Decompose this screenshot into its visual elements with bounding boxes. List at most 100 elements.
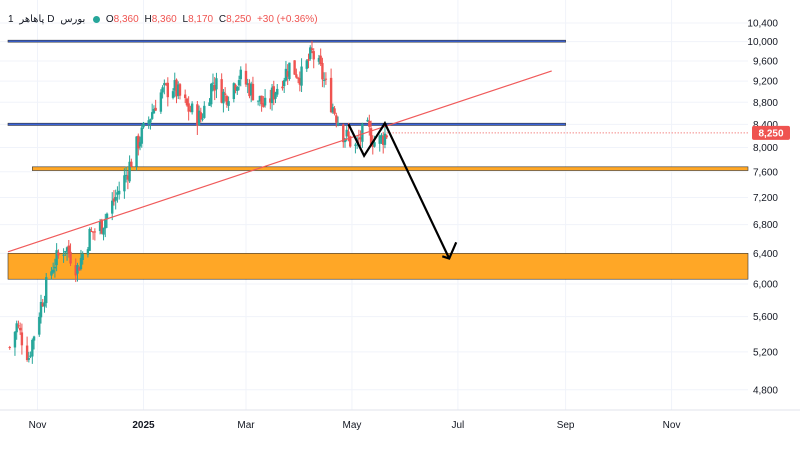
candle-body — [197, 110, 201, 126]
candle-body — [361, 123, 364, 142]
candle-body — [175, 79, 178, 97]
candle-body — [249, 83, 253, 96]
y-tick-label: 8,800 — [753, 98, 778, 109]
candle-body — [117, 190, 121, 195]
legend-exchange: بورس — [60, 14, 86, 25]
candle-body — [225, 96, 229, 105]
candle-body — [227, 101, 230, 106]
candle-body — [17, 325, 20, 327]
candle-body — [15, 323, 18, 333]
candle-body — [126, 175, 130, 180]
legend-timeframe: D — [47, 14, 55, 25]
candle-body — [373, 142, 376, 147]
close-label: C — [218, 14, 227, 25]
candle-body — [246, 83, 249, 85]
candle-body — [295, 74, 298, 78]
candle-body — [342, 124, 345, 143]
candle-body — [349, 136, 352, 147]
candle-body — [190, 103, 194, 113]
candle-body — [296, 77, 300, 79]
candle-body — [53, 266, 57, 269]
candle-body — [93, 231, 97, 233]
high-label: H — [144, 14, 152, 25]
candle-body — [57, 252, 60, 256]
y-tick-label: 10,400 — [747, 19, 778, 30]
candle-body — [305, 60, 308, 69]
change-value: +30 (+0.36%) — [256, 14, 318, 25]
candle-body — [382, 135, 385, 145]
candle-body — [335, 115, 338, 123]
candle-body — [276, 88, 279, 95]
candle-body — [90, 230, 93, 232]
candle-body — [312, 51, 315, 60]
candle-body — [324, 78, 328, 80]
candle-body — [232, 83, 236, 100]
legend-symbol[interactable]: پاهاهر — [19, 14, 45, 25]
candle-body — [385, 135, 388, 138]
market-status-dot-icon — [93, 15, 101, 23]
candle-body — [300, 66, 303, 86]
candle-body — [114, 197, 117, 201]
candle-body — [27, 358, 31, 360]
candle-body — [111, 200, 114, 214]
candle-body — [215, 78, 218, 90]
candle-body — [79, 257, 83, 270]
orange-zone-large — [7, 253, 749, 280]
candle-body — [18, 327, 22, 331]
candle-body — [161, 87, 164, 93]
candle-body — [147, 120, 150, 124]
candle-body — [31, 339, 34, 357]
candle-body — [183, 94, 187, 99]
candle-body — [177, 84, 180, 96]
candle-body — [286, 71, 289, 77]
x-tick-label: Sep — [557, 420, 575, 431]
candle-body — [208, 102, 211, 106]
candle-body — [150, 112, 154, 119]
price-tag-label: 8,250 — [758, 128, 783, 139]
candle-body — [41, 303, 44, 307]
candle-body — [380, 135, 383, 139]
candle-body — [345, 129, 348, 137]
projection-arrowhead — [441, 241, 458, 260]
close-value: 8,250 — [226, 14, 252, 25]
orange-zone-small — [32, 166, 749, 171]
y-tick-label: 9,200 — [753, 77, 778, 88]
candle-body — [196, 104, 199, 126]
candle-body — [366, 119, 369, 122]
candle-body — [81, 253, 84, 260]
candle-body — [67, 245, 70, 254]
candle-body — [154, 107, 157, 111]
x-tick-label: Nov — [663, 420, 681, 431]
candle-body — [357, 138, 361, 140]
candle-body — [369, 128, 373, 145]
legend-interval: 1 — [8, 14, 14, 25]
candle-body — [171, 91, 175, 98]
candle-body — [123, 175, 126, 192]
candle-body — [329, 77, 333, 113]
candle-body — [270, 87, 274, 104]
candle-body — [248, 83, 251, 97]
overlays — [7, 70, 748, 260]
candle-body — [25, 345, 29, 361]
trendline — [7, 70, 552, 253]
y-tick-label: 9,600 — [753, 56, 778, 67]
candle-body — [98, 221, 102, 231]
candle-body — [203, 105, 206, 118]
open-label: O — [105, 14, 114, 25]
candle-body — [199, 112, 203, 120]
candles — [8, 40, 388, 364]
candle-body — [105, 213, 109, 220]
candle-body — [78, 267, 81, 271]
grid — [0, 0, 800, 411]
candle-body — [331, 107, 335, 113]
candle-body — [88, 228, 91, 251]
price-tag-bg — [752, 125, 790, 140]
x-tick-label: May — [342, 420, 361, 431]
y-tick-label: 7,600 — [753, 167, 778, 178]
candle-body — [8, 347, 11, 349]
low-label: L — [182, 14, 189, 25]
candle-body — [333, 108, 336, 114]
candle-body — [282, 80, 286, 87]
candle-body — [236, 86, 239, 91]
